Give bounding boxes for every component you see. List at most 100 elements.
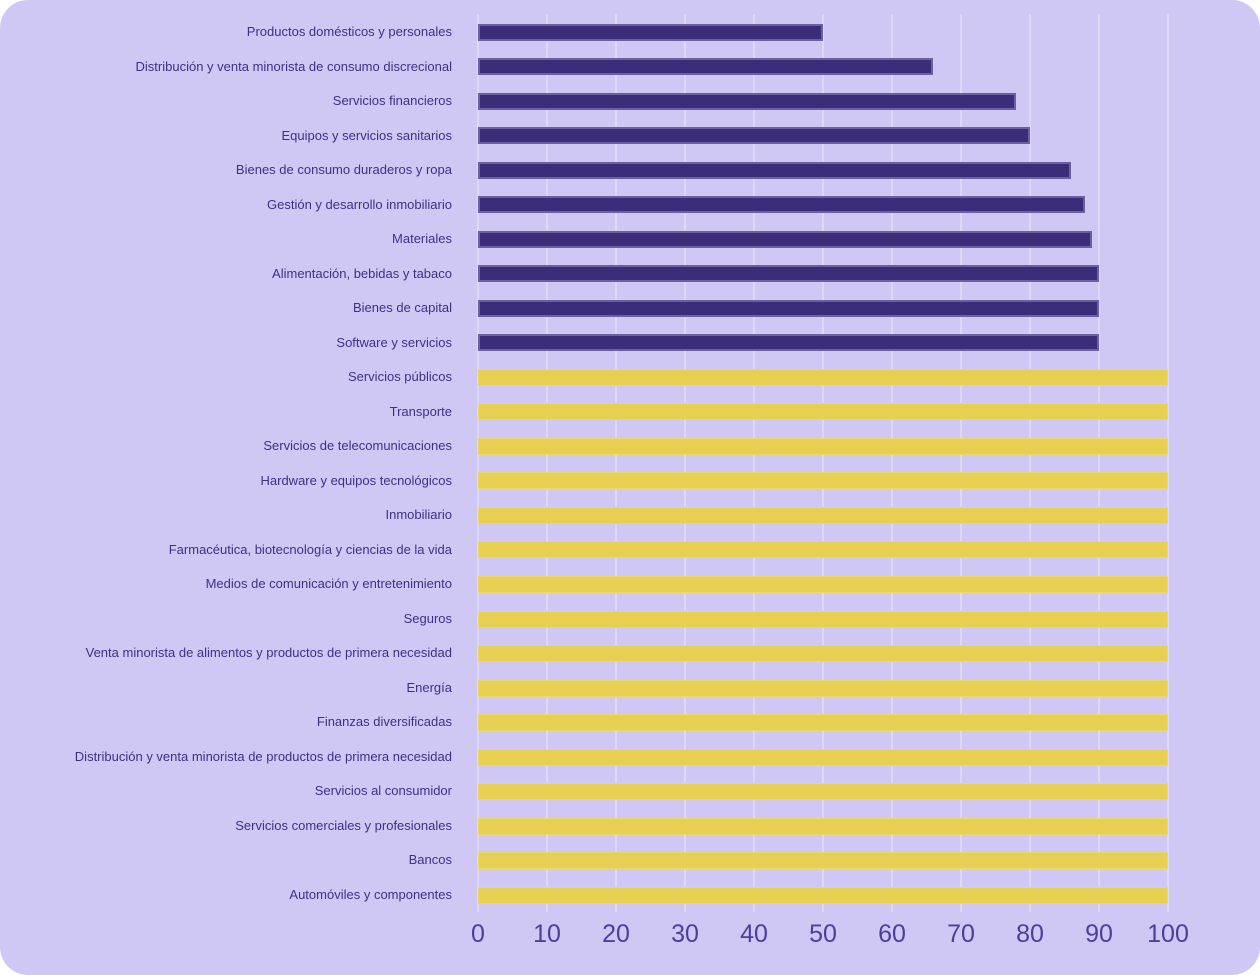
bar-dark: [478, 92, 1017, 110]
gridline-10: [546, 14, 548, 912]
gridline-30: [684, 14, 686, 912]
x-axis: 0 10 20 30 40 50 60 70 80 90 100: [471, 912, 1189, 957]
chart-row: Servicios financieros: [0, 84, 1168, 119]
chart-row: Distribución y venta minorista de consum…: [0, 50, 1168, 85]
x-tick-label: 70: [947, 920, 975, 948]
gridline-40: [753, 14, 755, 912]
chart-row: Venta minorista de alimentos y productos…: [0, 636, 1168, 671]
bar-track: [478, 58, 1168, 76]
bar-light: [478, 645, 1168, 663]
bar-dark: [478, 334, 1099, 352]
bar-light: [478, 610, 1168, 628]
bar-track: [478, 506, 1168, 524]
bar-light: [478, 748, 1168, 766]
x-tick-label: 80: [1016, 920, 1044, 948]
bar-light: [478, 576, 1168, 593]
chart-row: Gestión y desarrollo inmobiliario: [0, 188, 1168, 223]
category-label: Distribución y venta minorista de produc…: [74, 748, 452, 764]
bar-track: [478, 265, 1168, 283]
chart-row: Energía: [0, 671, 1168, 706]
chart-row: Servicios comerciales y profesionales: [0, 809, 1168, 844]
chart-row: Transporte: [0, 395, 1168, 430]
chart-row: Servicios públicos: [0, 360, 1168, 395]
bar-track: [478, 161, 1168, 179]
bar-track: [478, 230, 1168, 248]
gridline-100: [1167, 14, 1169, 912]
bar-track: [478, 817, 1168, 835]
chart-row: Inmobiliario: [0, 498, 1168, 533]
bar-track: [478, 541, 1168, 559]
bar-track: [478, 437, 1168, 455]
category-label: Inmobiliario: [385, 507, 452, 523]
chart-row: Farmacéutica, biotecnología y ciencias d…: [0, 533, 1168, 568]
chart-row: Productos domésticos y personales: [0, 15, 1168, 50]
category-label: Servicios comerciales y profesionales: [235, 817, 452, 833]
bar-light: [478, 506, 1168, 524]
chart-row: Bancos: [0, 843, 1168, 878]
bar-light: [478, 679, 1168, 697]
bar-light: [478, 368, 1168, 386]
category-label: Gestión y desarrollo inmobiliario: [267, 196, 452, 212]
chart-row: Seguros: [0, 602, 1168, 637]
bar-track: [478, 783, 1168, 801]
chart-row: Servicios al consumidor: [0, 774, 1168, 809]
category-label: Servicios públicos: [347, 369, 452, 385]
category-label: Equipos y servicios sanitarios: [281, 127, 452, 143]
gridline-90: [1098, 14, 1100, 912]
category-label: Hardware y equipos tecnológicos: [260, 472, 453, 488]
category-label: Productos domésticos y personales: [246, 24, 452, 40]
chart-row: Bienes de consumo duraderos y ropa: [0, 153, 1168, 188]
x-tick-label: 60: [878, 920, 906, 948]
bar-dark: [478, 127, 1030, 145]
bar-light: [478, 783, 1168, 801]
bar-track: [478, 127, 1168, 145]
x-tick-label: 20: [602, 920, 630, 948]
category-label: Venta minorista de alimentos y productos…: [85, 645, 452, 661]
x-tick-label: 40: [740, 920, 768, 948]
bar-track: [478, 714, 1168, 732]
x-tick-label: 10: [533, 920, 561, 948]
x-tick-label: 30: [671, 920, 699, 948]
category-label: Distribución y venta minorista de consum…: [135, 58, 452, 74]
bar-dark: [478, 23, 823, 41]
category-label: Bienes de consumo duraderos y ropa: [235, 162, 452, 178]
category-label: Farmacéutica, biotecnología y ciencias d…: [168, 541, 452, 557]
chart-row: Distribución y venta minorista de produc…: [0, 740, 1168, 775]
chart-row: Hardware y equipos tecnológicos: [0, 464, 1168, 499]
gridline-50: [822, 14, 824, 912]
gridline-20: [615, 14, 617, 912]
chart-row: Software y servicios: [0, 326, 1168, 361]
bar-dark: [478, 161, 1072, 179]
bar-light: [478, 817, 1168, 835]
bar-track: [478, 334, 1168, 352]
bar-light: [478, 541, 1168, 559]
gridlines-layer: [477, 14, 1169, 912]
bar-dark: [478, 265, 1099, 283]
bar-light: [478, 886, 1168, 904]
bar-light: [478, 403, 1168, 421]
x-tick-label: 0: [471, 920, 485, 948]
chart-row: Automóviles y componentes: [0, 878, 1168, 913]
bar-track: [478, 23, 1168, 41]
category-label: Servicios financieros: [332, 93, 452, 109]
bar-light: [478, 472, 1168, 490]
bar-dark: [478, 196, 1086, 214]
category-label: Automóviles y componentes: [289, 887, 452, 902]
bar-track: [478, 299, 1168, 317]
category-label: Energía: [406, 679, 452, 695]
x-tick-label: 100: [1147, 920, 1189, 948]
bar-dark: [478, 230, 1093, 248]
bar-track: [478, 852, 1168, 870]
bar-track: [478, 576, 1168, 593]
chart-row: Materiales: [0, 222, 1168, 257]
bar-dark: [478, 58, 934, 76]
category-label: Bienes de capital: [352, 300, 452, 316]
bar-track: [478, 368, 1168, 386]
bar-track: [478, 886, 1168, 904]
category-label: Alimentación, bebidas y tabaco: [272, 265, 452, 281]
chart-row: Medios de comunicación y entretenimiento: [0, 567, 1168, 602]
bar-track: [478, 92, 1168, 110]
category-label: Software y servicios: [336, 334, 452, 350]
